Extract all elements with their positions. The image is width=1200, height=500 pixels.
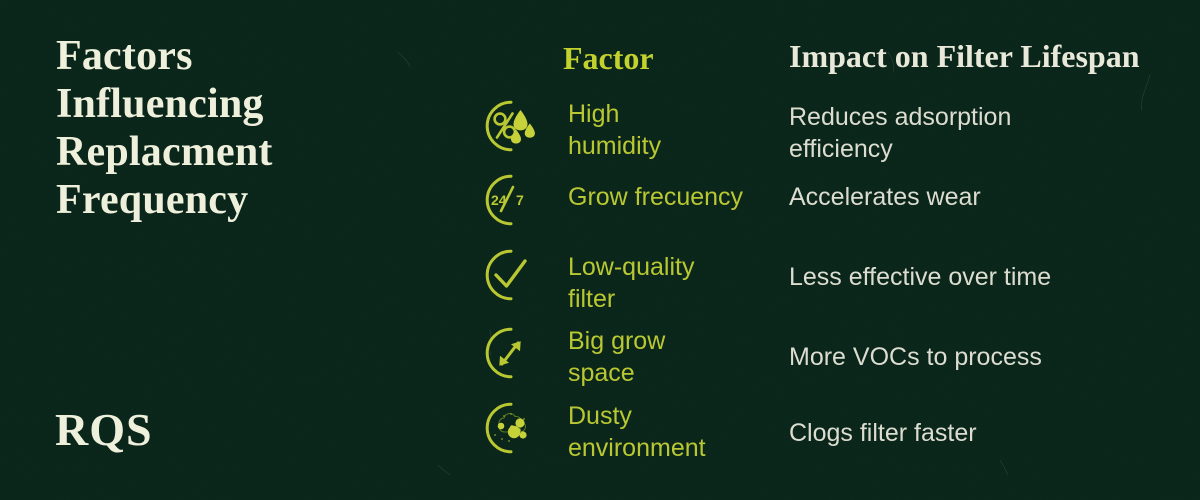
svg-text:7: 7 [516,192,524,208]
